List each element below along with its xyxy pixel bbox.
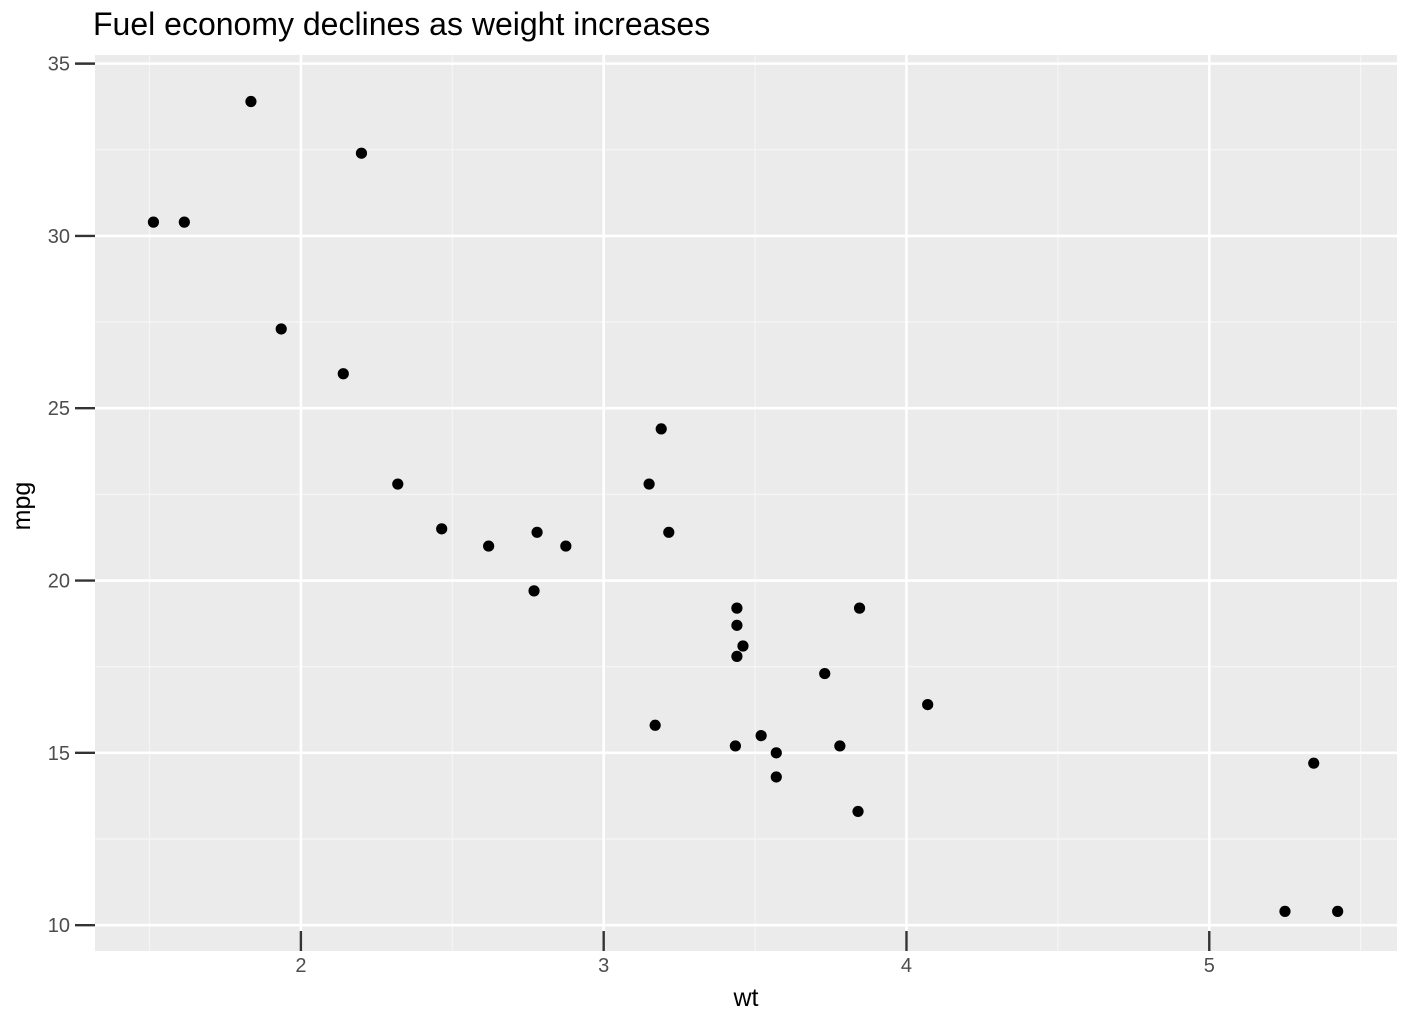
- y-tick-label: 15: [48, 743, 70, 765]
- x-tick-label: 4: [901, 955, 912, 977]
- data-point: [531, 526, 543, 538]
- data-point: [147, 216, 160, 228]
- plot-panel: [95, 55, 1397, 951]
- data-point: [560, 540, 572, 552]
- data-point: [729, 740, 742, 752]
- y-tick-label: 20: [48, 571, 70, 593]
- data-point: [853, 602, 866, 614]
- data-point: [755, 730, 767, 742]
- data-point: [819, 667, 831, 680]
- data-point: [731, 602, 743, 614]
- data-point: [852, 805, 864, 818]
- data-point: [392, 478, 404, 490]
- x-tick-label: 2: [295, 955, 306, 977]
- data-point: [436, 523, 448, 535]
- data-point: [355, 147, 368, 159]
- y-tick-label: 30: [48, 226, 70, 248]
- data-point: [528, 585, 540, 597]
- data-point: [922, 699, 934, 711]
- data-point: [770, 747, 782, 759]
- y-tick-label: 35: [48, 54, 70, 76]
- data-point: [643, 478, 655, 490]
- x-tick-label: 5: [1204, 955, 1215, 977]
- data-point: [834, 740, 846, 752]
- data-point: [655, 423, 667, 435]
- data-point: [1308, 757, 1320, 769]
- axis-ticks: 2 3 4 5 10 15 20 25 30 35: [48, 54, 1215, 977]
- major-gridlines: [95, 55, 1397, 951]
- x-axis-title: wt: [733, 984, 759, 1012]
- data-point: [1279, 905, 1291, 917]
- data-points: [147, 95, 1344, 917]
- data-point: [731, 619, 743, 631]
- minor-gridlines: [95, 55, 1397, 951]
- chart-title: Fuel economy declines as weight increase…: [93, 6, 710, 42]
- data-point: [245, 95, 257, 108]
- x-tick-label: 3: [598, 955, 609, 977]
- data-point: [649, 719, 661, 731]
- data-point: [770, 771, 782, 783]
- y-tick-label: 25: [48, 398, 70, 420]
- data-point: [275, 323, 287, 335]
- data-point: [731, 650, 743, 662]
- data-point: [663, 526, 675, 538]
- data-point: [483, 540, 495, 552]
- y-tick-label: 10: [48, 915, 70, 937]
- y-axis-title: mpg: [8, 482, 36, 531]
- data-point: [337, 368, 349, 380]
- data-point: [1332, 905, 1344, 917]
- data-point: [737, 640, 749, 652]
- data-point: [178, 216, 190, 228]
